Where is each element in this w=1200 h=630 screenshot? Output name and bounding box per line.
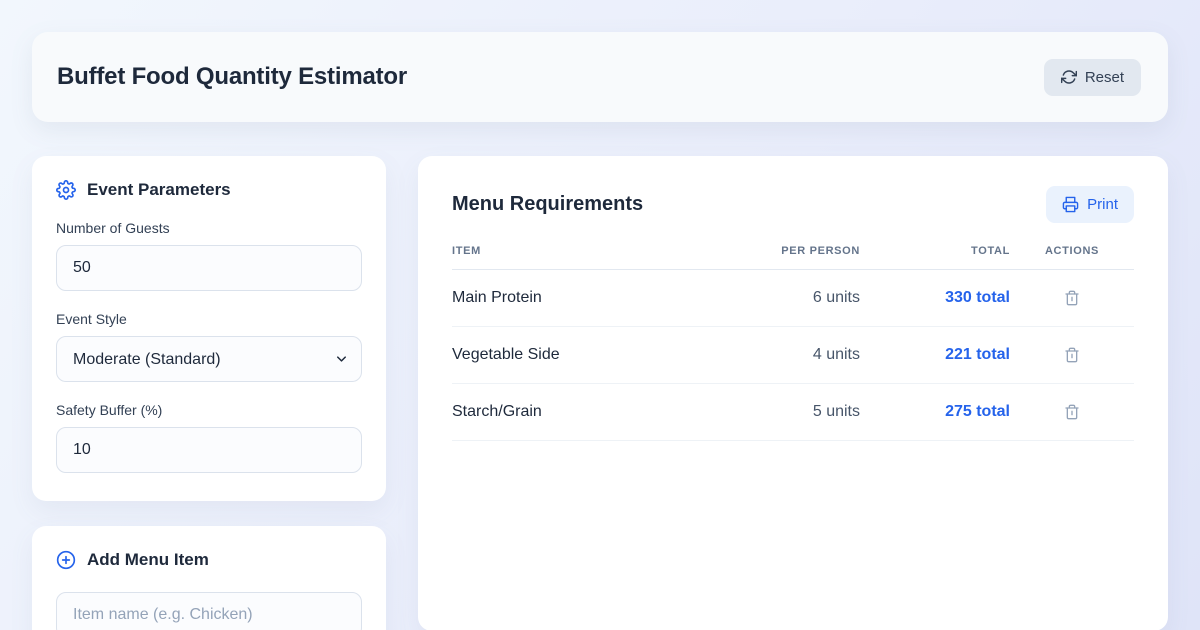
reset-button-label: Reset bbox=[1084, 68, 1124, 86]
per-person-value: 6 units bbox=[812, 289, 860, 306]
trash-icon bbox=[1064, 347, 1080, 363]
column-header-per-person: Per Person bbox=[781, 245, 860, 257]
delete-item-button[interactable] bbox=[1060, 400, 1084, 424]
event-parameters-title: Event Parameters bbox=[87, 180, 231, 199]
trash-icon bbox=[1064, 290, 1080, 306]
column-header-item: Item bbox=[452, 245, 481, 257]
event-style-select[interactable]: Moderate (Standard) bbox=[56, 336, 362, 382]
buffer-label: Safety Buffer (%) bbox=[56, 402, 163, 418]
plus-circle-icon bbox=[56, 550, 76, 570]
table-header-row: Item Per Person Total Actions bbox=[452, 245, 1134, 270]
item-name-input[interactable] bbox=[56, 592, 362, 630]
item-name: Vegetable Side bbox=[452, 346, 560, 363]
trash-icon bbox=[1064, 404, 1080, 420]
page-title: Buffet Food Quantity Estimator bbox=[57, 63, 407, 90]
print-button[interactable]: Print bbox=[1046, 186, 1134, 223]
add-menu-item-title: Add Menu Item bbox=[87, 550, 209, 569]
event-style-label: Event Style bbox=[56, 311, 127, 327]
table-row: Starch/Grain 5 units 275 total bbox=[452, 384, 1134, 441]
total-value: 275 total bbox=[945, 403, 1010, 420]
reset-button[interactable]: Reset bbox=[1043, 58, 1141, 96]
add-menu-item-card: Add Menu Item bbox=[32, 526, 386, 630]
guests-input[interactable] bbox=[56, 245, 362, 291]
event-parameters-card: Event Parameters Number of Guests Event … bbox=[32, 156, 386, 501]
per-person-value: 4 units bbox=[812, 346, 860, 363]
total-value: 330 total bbox=[945, 289, 1010, 306]
column-header-total: Total bbox=[971, 245, 1010, 257]
item-name: Main Protein bbox=[452, 289, 542, 306]
menu-requirements-title: Menu Requirements bbox=[452, 193, 644, 215]
item-name: Starch/Grain bbox=[452, 403, 542, 420]
gear-icon bbox=[56, 180, 76, 200]
left-column: Event Parameters Number of Guests Event … bbox=[32, 156, 386, 630]
per-person-value: 5 units bbox=[812, 403, 860, 420]
total-value: 221 total bbox=[945, 346, 1010, 363]
menu-table: Item Per Person Total Actions Main Prote… bbox=[452, 245, 1134, 441]
delete-item-button[interactable] bbox=[1060, 343, 1084, 367]
printer-icon bbox=[1062, 196, 1079, 213]
header-bar: Buffet Food Quantity Estimator Reset bbox=[32, 32, 1168, 122]
table-row: Vegetable Side 4 units 221 total bbox=[452, 327, 1134, 384]
guests-label: Number of Guests bbox=[56, 220, 170, 236]
delete-item-button[interactable] bbox=[1060, 286, 1084, 310]
refresh-icon bbox=[1060, 69, 1077, 85]
table-row: Main Protein 6 units 330 total bbox=[452, 270, 1134, 327]
column-header-actions: Actions bbox=[1044, 245, 1100, 257]
menu-requirements-card: Menu Requirements Print bbox=[418, 156, 1168, 630]
buffer-input[interactable] bbox=[56, 427, 362, 473]
print-button-label: Print bbox=[1087, 196, 1118, 213]
